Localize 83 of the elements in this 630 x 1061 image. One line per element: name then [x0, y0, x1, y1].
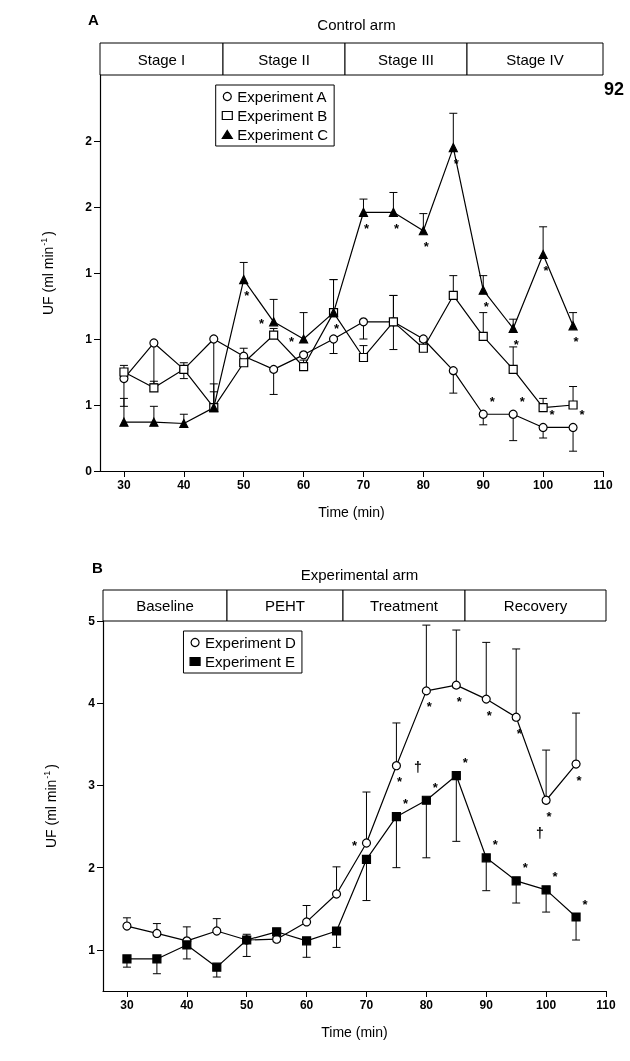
y-tick-label: 1 — [85, 266, 93, 280]
chart-title: Control arm — [317, 16, 396, 33]
text: Treatment — [370, 597, 439, 614]
text: Stage II — [258, 50, 310, 68]
x-tick-label: 90 — [479, 998, 494, 1012]
y-tick-label: 0 — [85, 464, 93, 478]
annotation: * — [402, 796, 409, 812]
x-tick-label: 80 — [419, 998, 434, 1012]
y-tick-label: 1 — [85, 398, 93, 412]
annotation: * — [573, 334, 580, 350]
y-tick-label: 1 — [85, 332, 93, 346]
chart-title: Experimental arm — [300, 566, 419, 583]
text: Stage I — [137, 50, 186, 68]
x-tick-label: 60 — [299, 998, 314, 1012]
x-tick-label: 30 — [120, 998, 134, 1012]
annotation: * — [513, 336, 520, 352]
annotation: * — [522, 860, 529, 876]
x-tick-label: 50 — [237, 478, 251, 492]
annotation: * — [432, 779, 439, 795]
x-tick-label: 90 — [476, 478, 491, 492]
x-tick-label: 100 — [536, 998, 557, 1012]
annotation: * — [492, 837, 499, 853]
annotation: * — [363, 220, 370, 236]
y-tick-label: 3 — [88, 778, 96, 793]
x-tick-label: 70 — [359, 998, 374, 1012]
x-tick-label: 30 — [117, 478, 131, 492]
annotation: * — [489, 393, 496, 409]
x-tick-label: 70 — [356, 478, 371, 492]
x-tick-label: 100 — [533, 478, 554, 492]
x-tick-label: 110 — [596, 998, 617, 1012]
x-tick-label: 40 — [180, 998, 194, 1012]
legend-label: Experiment E — [205, 653, 296, 670]
annotation: * — [582, 896, 589, 912]
y-tick-label: 2 — [88, 860, 96, 875]
annotation: * — [351, 837, 358, 853]
legend-label: Experiment D — [205, 634, 297, 651]
y-tick-label: 4 — [88, 696, 96, 711]
y-axis-title: UF (ml min-1) — [38, 230, 56, 316]
annotation: * — [546, 808, 553, 824]
x-tick-label: 60 — [296, 478, 311, 492]
text: Stage IV — [506, 50, 564, 68]
legend-label: Experiment C — [237, 126, 329, 143]
annotation: * — [423, 239, 430, 255]
annotation: * — [552, 869, 559, 885]
annotation: * — [579, 406, 586, 422]
y-tick-label: 2 — [85, 200, 93, 214]
annotation: † — [536, 825, 544, 841]
annotation: * — [462, 755, 469, 771]
annotation: * — [549, 406, 556, 422]
text: PEHT — [264, 597, 306, 614]
x-axis-title: Time (min) — [318, 504, 385, 520]
annotation: * — [334, 321, 340, 337]
text: Recovery — [503, 597, 568, 614]
annotation: * — [456, 693, 463, 709]
annotation: * — [393, 220, 400, 236]
text: B — [92, 559, 103, 576]
y-tick-label: 1 — [88, 942, 96, 957]
text: A — [88, 11, 99, 28]
annotation: * — [483, 298, 490, 314]
x-tick-label: 80 — [416, 478, 431, 492]
x-axis-title: Time (min) — [321, 1024, 388, 1040]
x-tick-label: 40 — [177, 478, 191, 492]
annotation: * — [516, 725, 523, 741]
annotation: * — [519, 393, 526, 409]
annotation: * — [486, 707, 493, 723]
x-tick-label: 50 — [240, 998, 254, 1012]
annotation: * — [543, 263, 550, 279]
y-tick-label: 5 — [88, 614, 96, 628]
annotation: * — [396, 774, 403, 790]
annotation: * — [259, 316, 266, 332]
text: Stage III — [378, 50, 434, 68]
text: 92 — [603, 79, 625, 99]
annotation: * — [426, 699, 433, 715]
annotation: * — [244, 288, 251, 304]
legend-label: Experiment B — [237, 107, 328, 124]
y-axis-title: UF (ml min-1) — [41, 763, 59, 849]
y-tick-label: 2 — [85, 134, 93, 148]
text: Baseline — [136, 597, 194, 614]
legend-label: Experiment A — [237, 88, 327, 105]
annotation: † — [414, 759, 422, 775]
annotation: * — [289, 333, 296, 349]
x-tick-label: 110 — [593, 478, 614, 492]
annotation: * — [576, 772, 583, 788]
